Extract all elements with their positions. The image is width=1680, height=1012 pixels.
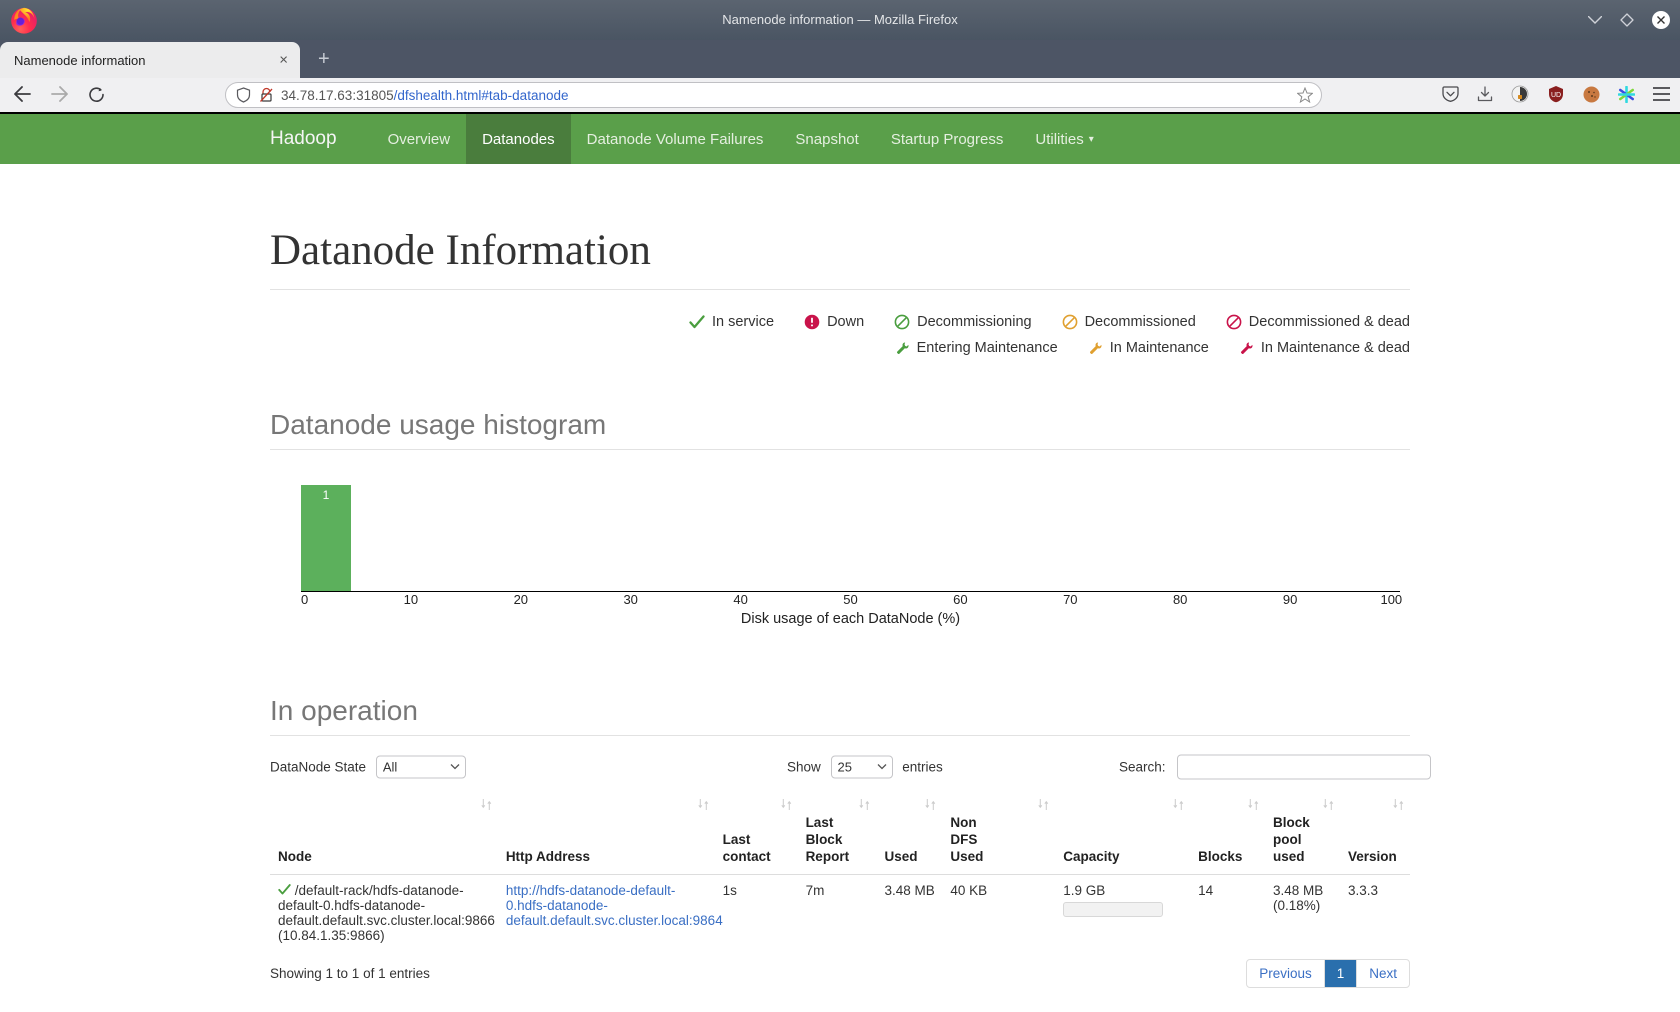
svg-text:UD: UD (1551, 92, 1561, 99)
